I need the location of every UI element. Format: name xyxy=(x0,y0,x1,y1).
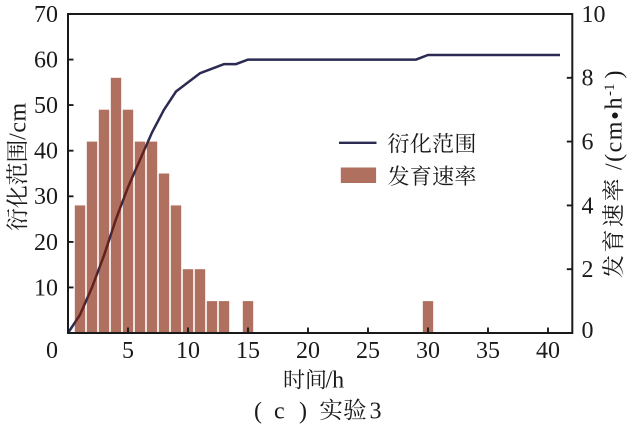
svg-text:20: 20 xyxy=(34,230,58,256)
svg-text:70: 70 xyxy=(34,2,58,28)
svg-text:0: 0 xyxy=(582,318,594,344)
svg-text:(: ( xyxy=(254,398,262,424)
svg-text:): ) xyxy=(299,398,307,424)
svg-text:c: c xyxy=(274,398,285,424)
svg-text:30: 30 xyxy=(34,184,58,210)
svg-text:h: h xyxy=(602,98,628,110)
svg-text:40: 40 xyxy=(536,338,560,364)
svg-text:35: 35 xyxy=(476,338,500,364)
svg-text:30: 30 xyxy=(416,338,440,364)
svg-text:8: 8 xyxy=(582,66,594,92)
svg-text:/(cm: /(cm xyxy=(602,120,628,170)
svg-text:): ) xyxy=(602,71,628,79)
svg-text:50: 50 xyxy=(34,93,58,119)
svg-text:-1: -1 xyxy=(602,84,618,97)
svg-text:15: 15 xyxy=(236,338,260,364)
svg-text:3: 3 xyxy=(370,398,382,424)
svg-text:40: 40 xyxy=(34,139,58,165)
svg-text:/h: /h xyxy=(326,368,345,394)
svg-text:10: 10 xyxy=(582,2,606,28)
svg-text:6: 6 xyxy=(582,130,594,156)
svg-text:/cm: /cm xyxy=(6,102,32,140)
svg-text:20: 20 xyxy=(296,338,320,364)
svg-text:4: 4 xyxy=(582,193,594,219)
svg-text:60: 60 xyxy=(34,48,58,74)
svg-text:0: 0 xyxy=(46,338,58,364)
svg-text:25: 25 xyxy=(356,338,380,364)
svg-text:10: 10 xyxy=(176,338,200,364)
svg-text:10: 10 xyxy=(34,275,58,301)
svg-text:2: 2 xyxy=(582,257,594,283)
svg-text:5: 5 xyxy=(122,338,134,364)
